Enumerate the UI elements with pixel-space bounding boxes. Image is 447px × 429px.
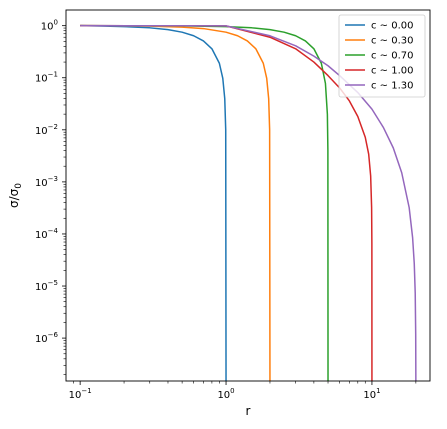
- y-tick-label-0: 10−6: [35, 331, 59, 345]
- legend-box: [338, 14, 426, 98]
- legend-label-3: c ~ 1.00: [371, 66, 414, 77]
- series-line-4: [80, 24, 417, 382]
- axes-frame: [65, 9, 431, 382]
- legend: c ~ 0.00 c ~ 0.30 c ~ 0.70 c ~ 1.00 c ~ 1.30: [338, 14, 426, 98]
- y-tick-label-4-base: 10: [35, 126, 48, 137]
- x-tick-label-0: 10−1: [69, 387, 92, 401]
- x-tick-label-1-base: 10: [217, 390, 230, 401]
- y-tick-label-1: 10−5: [35, 279, 58, 293]
- x-tick-label-1-exponent: 0: [230, 387, 234, 395]
- x-tick-label-0-exponent: −1: [81, 387, 91, 395]
- x-tick-label-0-base: 10: [69, 390, 82, 401]
- y-tick-label-2: 10−4: [35, 227, 59, 241]
- y-tick-label-5-base: 10: [35, 74, 48, 85]
- x-tick-label-2-base: 10: [363, 390, 376, 401]
- y-tick-label-6-base: 10: [41, 22, 54, 33]
- y-tick-label-2-base: 10: [35, 230, 48, 241]
- y-tick-label-3-base: 10: [35, 178, 48, 189]
- y-tick-label-2-exponent: −4: [48, 227, 59, 235]
- y-tick-label-5: 10−1: [35, 71, 58, 85]
- x-tick-label-1: 100: [217, 387, 234, 401]
- y-tick-label-6-exponent: 0: [54, 19, 58, 27]
- y-tick-label-5-exponent: −1: [48, 71, 58, 79]
- y-tick-label-6: 100: [41, 19, 58, 33]
- y-tick-label-3: 10−3: [35, 175, 58, 189]
- y-axis-label: σ/σ0: [7, 183, 24, 208]
- y-tick-label-1-base: 10: [35, 282, 48, 293]
- x-tick-label-2: 101: [363, 387, 380, 401]
- y-tick-label-1-exponent: −5: [48, 279, 58, 287]
- legend-label-4: c ~ 1.30: [371, 81, 414, 92]
- y-tick-label-4: 10−2: [35, 123, 58, 137]
- y-tick-label-0-base: 10: [35, 334, 48, 345]
- y-axis-label-main: σ/σ: [7, 188, 21, 208]
- y-tick-label-0-exponent: −6: [48, 331, 59, 339]
- legend-label-0: c ~ 0.00: [371, 21, 414, 32]
- x-axis-label: r: [246, 404, 251, 418]
- y-axis-label-subscript: 0: [14, 183, 24, 189]
- legend-label-1: c ~ 0.30: [371, 36, 414, 47]
- legend-label-2: c ~ 0.70: [371, 51, 414, 62]
- x-tick-label-2-exponent: 1: [376, 387, 380, 395]
- series-line-0: [80, 24, 227, 382]
- y-tick-label-4-exponent: −2: [48, 123, 58, 131]
- y-tick-label-3-exponent: −3: [48, 175, 58, 183]
